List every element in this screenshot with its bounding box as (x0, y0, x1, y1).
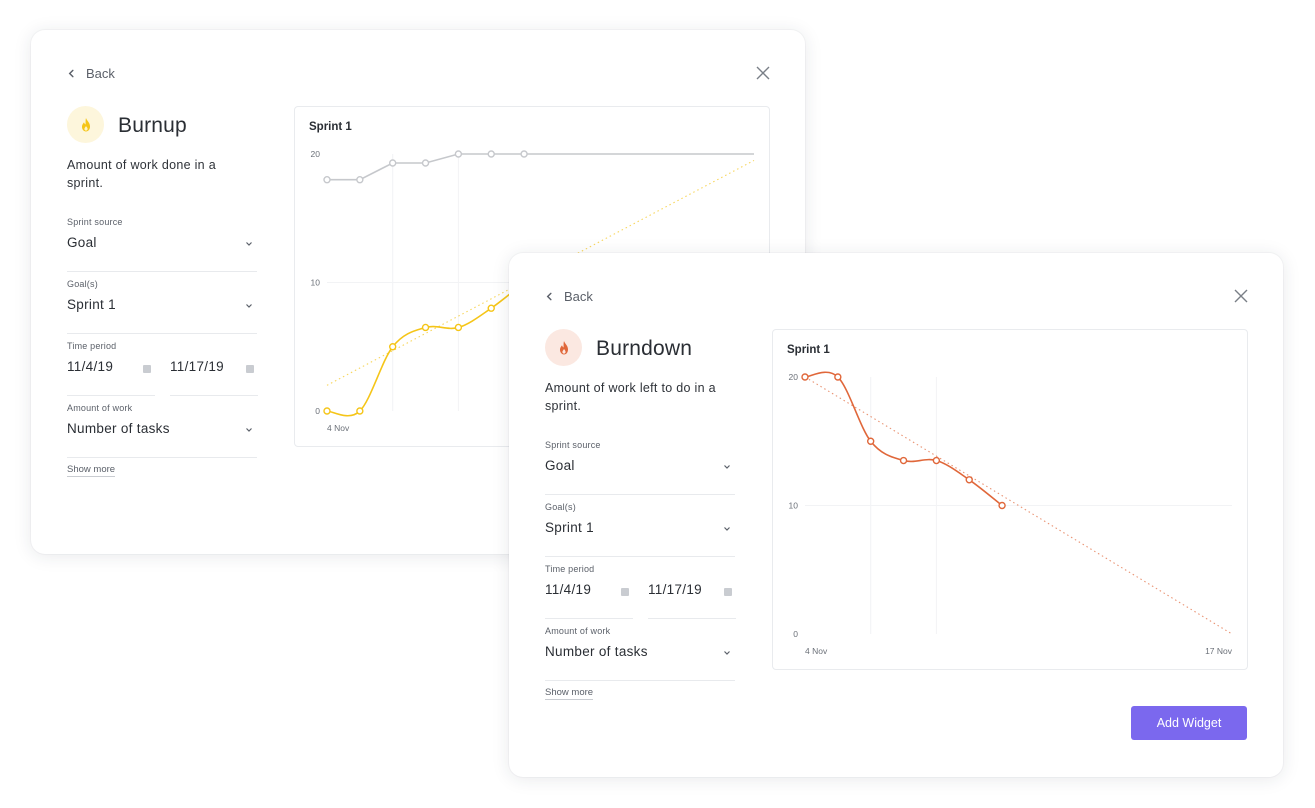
series-line (327, 153, 525, 181)
field-label: Sprint source (67, 217, 123, 227)
widget-title: Burnup (118, 114, 187, 137)
x-tick-label: 4 Nov (805, 646, 828, 656)
calendar-icon (143, 365, 151, 373)
fire-icon (559, 340, 568, 354)
field-value: Sprint 1 (67, 297, 116, 312)
show-more-link[interactable]: Show more (67, 464, 116, 477)
show-more-link[interactable]: Show more (545, 687, 594, 700)
start-date-value: 11/4/19 (67, 359, 114, 374)
chevron-down-icon (724, 651, 730, 655)
widget-title: Burndown (596, 337, 693, 360)
burndown-icon-badge (545, 329, 582, 366)
calendar-icon (246, 365, 254, 373)
back-button[interactable]: Back (67, 66, 115, 81)
y-tick-label: 10 (311, 278, 321, 288)
chevron-down-icon (246, 304, 252, 308)
add-widget-button[interactable]: Add Widget (1131, 706, 1247, 740)
calendar-icon (621, 588, 629, 596)
time-period-field: Time period 11/4/19 11/17/19 (67, 341, 258, 396)
widget-description: Amount of work done in a sprint. (67, 158, 216, 190)
data-point (356, 407, 364, 415)
field-value: Goal (545, 458, 575, 473)
data-point (487, 304, 495, 312)
data-point (899, 456, 908, 465)
data-point (323, 407, 331, 415)
field-value: Sprint 1 (545, 520, 594, 535)
goals-select[interactable]: Goal(s) Sprint 1 (67, 279, 257, 334)
data-point (520, 150, 528, 158)
data-point (323, 175, 331, 184)
field-label: Amount of work (67, 403, 133, 413)
x-tick-label: 17 Nov (1205, 646, 1233, 656)
burndown-chart-svg: 0 10 20 4 Nov 17 Nov (789, 371, 1233, 656)
field-label: Goal(s) (545, 502, 576, 512)
data-point (388, 159, 397, 167)
y-tick-label: 20 (789, 372, 799, 382)
field-label: Sprint source (545, 440, 601, 450)
data-point (834, 373, 842, 381)
chart-title: Sprint 1 (309, 121, 352, 133)
end-date-input[interactable]: 11/17/19 (170, 341, 258, 396)
data-point (487, 150, 495, 158)
ideal-line (804, 376, 1233, 635)
amount-of-work-select[interactable]: Amount of work Number of tasks (545, 626, 735, 681)
chevron-down-icon (724, 527, 730, 531)
time-period-field: Time period 11/4/19 11/17/19 (545, 564, 736, 619)
field-value: Number of tasks (67, 421, 170, 436)
end-date-input[interactable]: 11/17/19 (648, 564, 736, 619)
data-point (801, 373, 809, 381)
goals-select[interactable]: Goal(s) Sprint 1 (545, 502, 735, 557)
data-point (356, 175, 364, 184)
amount-of-work-select[interactable]: Amount of work Number of tasks (67, 403, 257, 458)
field-label: Amount of work (545, 626, 611, 636)
start-date-input[interactable]: 11/4/19 (67, 341, 155, 396)
data-point (454, 323, 463, 332)
burndown-widget-card: Back Burndown Amount of work left to do … (509, 253, 1283, 777)
start-date-input[interactable]: 11/4/19 (545, 564, 633, 619)
chevron-down-icon (246, 428, 252, 432)
chevron-down-icon (246, 242, 252, 246)
series-line (804, 371, 1003, 507)
burndown-chart: Sprint 1 0 10 20 4 Nov 17 Nov (772, 329, 1248, 670)
data-point (866, 437, 875, 445)
field-value: Number of tasks (545, 644, 648, 659)
y-tick-label: 10 (789, 501, 799, 511)
chevron-left-icon (68, 69, 74, 78)
data-point (421, 323, 430, 332)
calendar-icon (724, 588, 732, 596)
back-label: Back (564, 289, 593, 304)
chart-title: Sprint 1 (787, 344, 830, 356)
data-point (388, 343, 397, 351)
end-date-value: 11/17/19 (170, 359, 224, 374)
back-label: Back (86, 66, 115, 81)
data-point (454, 150, 463, 158)
end-date-value: 11/17/19 (648, 582, 702, 597)
series-line (326, 281, 525, 417)
sprint-source-select[interactable]: Sprint source Goal (67, 217, 257, 272)
data-point (965, 476, 973, 484)
fire-icon (81, 117, 90, 131)
field-label: Time period (545, 564, 595, 574)
back-button[interactable]: Back (545, 289, 593, 304)
y-tick-label: 0 (315, 406, 320, 416)
close-icon[interactable] (755, 65, 771, 81)
widget-description: Amount of work left to do in a sprint. (545, 381, 716, 413)
close-icon[interactable] (1233, 288, 1249, 304)
chevron-left-icon (546, 292, 552, 301)
field-value: Goal (67, 235, 97, 250)
burnup-icon-badge (67, 106, 104, 143)
sprint-source-select[interactable]: Sprint source Goal (545, 440, 735, 495)
data-point (421, 159, 430, 167)
data-point (998, 501, 1006, 510)
data-point (932, 456, 941, 465)
y-tick-label: 0 (793, 629, 798, 639)
chevron-down-icon (724, 465, 730, 469)
y-tick-label: 20 (311, 149, 321, 159)
start-date-value: 11/4/19 (545, 582, 592, 597)
x-tick-label: 4 Nov (327, 423, 350, 433)
field-label: Goal(s) (67, 279, 98, 289)
field-label: Time period (67, 341, 117, 351)
burnup-chart-svg: 0 10 20 4 Nov (311, 149, 755, 433)
